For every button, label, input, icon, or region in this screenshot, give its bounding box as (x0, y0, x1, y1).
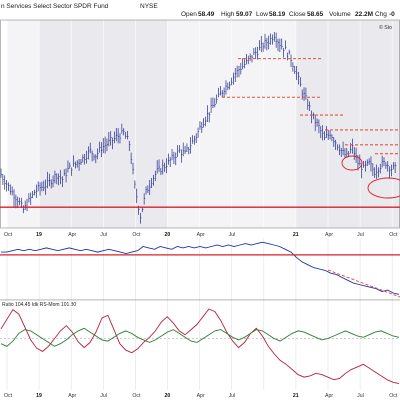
bottom-time-tick-label: Jul (100, 393, 107, 399)
high-value: 59.07 (236, 11, 253, 18)
price-band (295, 20, 400, 228)
ratio-bg (0, 300, 400, 390)
chg-value: -0 (389, 11, 395, 18)
time-tick-label: Oct (4, 232, 13, 238)
rs-trendline (327, 269, 400, 298)
bottom-time-tick-label: Apr (68, 393, 76, 399)
time-tick-label: Apr (325, 232, 333, 238)
volume-value: 22.2M (355, 11, 373, 18)
time-tick-label: 21 (293, 232, 299, 238)
price-band (7, 20, 40, 228)
time-tick-label: 20 (165, 232, 171, 238)
rrg-ratio-panel: Ratio 104.45 Idk RS-Mom 101.80 (0, 299, 400, 390)
bottom-time-tick-label: 21 (293, 393, 299, 399)
time-tick-label: Apr (197, 232, 205, 238)
bottom-time-tick-label: Oct (4, 393, 13, 399)
volume-label: Volume (329, 11, 351, 18)
momentum-line (0, 327, 400, 347)
open-value: 58.49 (198, 11, 215, 18)
circled-low-jul22 (341, 155, 363, 171)
ratio-line (0, 308, 400, 385)
bottom-time-tick-label: Jul (229, 393, 236, 399)
time-tick-label: Apr (68, 232, 76, 238)
time-tick-label: 19 (36, 232, 42, 238)
chart-title: n Services Select Sector SPDR Fund (1, 3, 109, 10)
bottom-time-tick-label: Oct (132, 393, 141, 399)
time-tick-label: Oct (389, 232, 398, 238)
open-label: Open (181, 11, 197, 18)
low-value: 58.19 (269, 11, 286, 18)
high-label: High (221, 11, 235, 18)
watermark: © Sto (379, 24, 392, 31)
bottom-time-tick-label: Oct (389, 393, 398, 399)
time-tick-label: Jul (229, 232, 236, 238)
bottom-time-axis: Oct19AprJulOct20AprJul21AprJulOct22AprJu… (4, 393, 398, 399)
time-tick-label: Jul (100, 232, 107, 238)
price-time-axis: Oct19AprJulOct20AprJul21AprJulOct22AprJu… (4, 232, 398, 238)
close-value: 58.65 (307, 11, 324, 18)
low-label: Low (256, 11, 268, 18)
price-panel (0, 19, 400, 229)
bottom-time-tick-label: 20 (165, 393, 171, 399)
bottom-time-tick-label: Apr (325, 393, 333, 399)
time-tick-label: Oct (132, 232, 141, 238)
bottom-time-tick-label: 19 (36, 393, 42, 399)
close-label: Close (289, 11, 306, 18)
time-tick-label: Jul (357, 232, 364, 238)
chg-label: Chg (375, 11, 387, 18)
relative-strength-panel (0, 238, 400, 301)
exchange-label: NYSE (140, 3, 158, 10)
bottom-time-tick-label: Jul (357, 393, 364, 399)
rs-line (1, 241, 400, 295)
circled-low-oct22 (367, 177, 400, 199)
rs-bg (0, 238, 400, 300)
bottom-time-tick-label: Apr (197, 393, 205, 399)
